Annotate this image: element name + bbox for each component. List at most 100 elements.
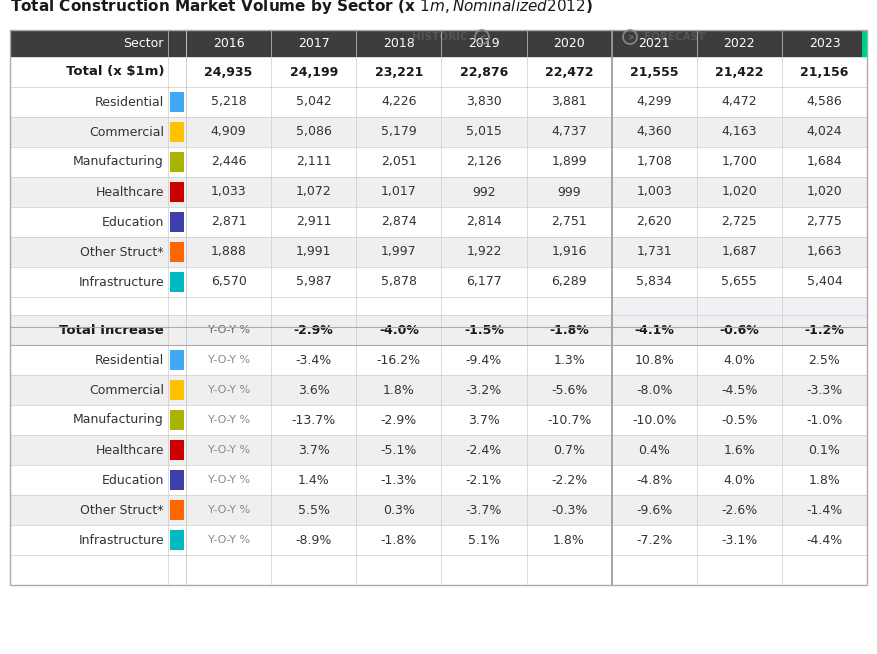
Text: -1.5%: -1.5% [464,324,504,337]
Text: 2018: 2018 [383,37,415,50]
Text: 1,700: 1,700 [722,156,757,169]
Text: 1.8%: 1.8% [553,534,585,547]
Bar [10,207,867,237]
Text: Y-O-Y %: Y-O-Y % [208,355,250,365]
Text: Residential: Residential [95,95,164,109]
Text: -2.9%: -2.9% [294,324,333,337]
Bar [10,435,867,465]
Bar [170,470,184,490]
Text: 3.7%: 3.7% [468,413,500,426]
Text: 2,725: 2,725 [722,216,757,228]
Text: 5,878: 5,878 [381,275,417,288]
Bar [10,267,867,297]
Text: FORECAST: FORECAST [644,32,705,42]
Text: 1,020: 1,020 [722,186,757,199]
Text: -4.8%: -4.8% [636,473,673,487]
Text: 4,737: 4,737 [551,126,587,139]
Text: -1.4%: -1.4% [806,504,843,517]
Bar [10,525,867,555]
Text: 1,991: 1,991 [296,245,332,258]
Text: >: > [627,33,633,41]
Bar [10,57,867,87]
Bar [10,345,867,375]
Text: 5,086: 5,086 [296,126,332,139]
Text: Education: Education [102,473,164,487]
Text: 21,422: 21,422 [715,65,764,78]
Text: 2,126: 2,126 [467,156,502,169]
Text: -1.8%: -1.8% [549,324,589,337]
Text: 22,472: 22,472 [545,65,594,78]
Text: 1,731: 1,731 [637,245,672,258]
Text: 1.3%: 1.3% [553,354,585,366]
Text: 999: 999 [557,186,581,199]
Text: 5,834: 5,834 [637,275,672,288]
Text: Y-O-Y %: Y-O-Y % [208,535,250,545]
Text: Healthcare: Healthcare [96,443,164,456]
Text: HISTORIC: HISTORIC [412,32,468,42]
Text: 1,684: 1,684 [807,156,842,169]
Bar [170,152,184,172]
Text: Sector: Sector [124,37,164,50]
Text: 1.8%: 1.8% [383,383,415,396]
Text: 1,072: 1,072 [296,186,332,199]
Text: 10.8%: 10.8% [634,354,674,366]
Bar [170,212,184,232]
Text: 1.6%: 1.6% [724,443,755,456]
Bar [10,315,867,345]
Bar [170,410,184,430]
Text: 4,299: 4,299 [637,95,672,109]
Text: Y-O-Y %: Y-O-Y % [208,385,250,395]
Bar [170,182,184,202]
Text: <: < [479,33,485,41]
Text: 3,881: 3,881 [551,95,587,109]
Text: 23,221: 23,221 [374,65,423,78]
Text: 5,015: 5,015 [466,126,502,139]
Text: Y-O-Y %: Y-O-Y % [208,325,250,335]
Text: -4.1%: -4.1% [634,324,674,337]
Text: -2.6%: -2.6% [721,504,758,517]
Text: 1,922: 1,922 [467,245,502,258]
Text: 1,916: 1,916 [552,245,587,258]
Text: 5,404: 5,404 [807,275,842,288]
Text: -8.9%: -8.9% [296,534,332,547]
Text: Total (x $1m): Total (x $1m) [66,65,164,78]
Text: 1,997: 1,997 [381,245,417,258]
Bar [10,237,867,267]
Text: 1.4%: 1.4% [298,473,330,487]
Text: -9.6%: -9.6% [636,504,673,517]
Text: -10.7%: -10.7% [547,413,591,426]
Text: 3.7%: 3.7% [298,443,330,456]
Text: Other Struct*: Other Struct* [81,245,164,258]
Text: 5.1%: 5.1% [468,534,500,547]
Bar [170,440,184,460]
Bar [10,30,867,57]
Bar [170,530,184,550]
Text: 1,888: 1,888 [210,245,246,258]
Text: -5.6%: -5.6% [551,383,588,396]
Text: Manufacturing: Manufacturing [74,413,164,426]
Bar [10,375,867,405]
Text: 2.5%: 2.5% [809,354,840,366]
Text: 4,226: 4,226 [381,95,417,109]
Text: 2016: 2016 [213,37,245,50]
Text: 2,871: 2,871 [210,216,246,228]
Text: 1,899: 1,899 [552,156,587,169]
Text: -4.0%: -4.0% [379,324,418,337]
Text: 1.8%: 1.8% [809,473,840,487]
Text: 2,814: 2,814 [466,216,502,228]
Text: -1.0%: -1.0% [806,413,843,426]
Text: -7.2%: -7.2% [636,534,673,547]
Text: 6,289: 6,289 [552,275,587,288]
Text: 0.4%: 0.4% [638,443,670,456]
Bar [611,30,867,555]
Text: Infrastructure: Infrastructure [78,534,164,547]
Text: Infrastructure: Infrastructure [78,275,164,288]
Bar [170,350,184,370]
Text: 6,570: 6,570 [210,275,246,288]
Text: -13.7%: -13.7% [291,413,336,426]
Bar [170,242,184,262]
Text: 2020: 2020 [553,37,585,50]
Text: 2022: 2022 [724,37,755,50]
Text: -0.6%: -0.6% [719,324,759,337]
Text: -0.5%: -0.5% [721,413,758,426]
